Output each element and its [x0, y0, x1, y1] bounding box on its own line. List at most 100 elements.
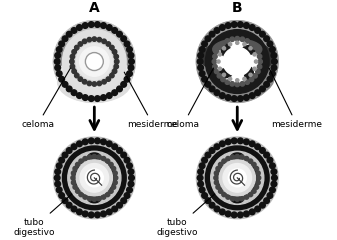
Circle shape [244, 139, 249, 145]
Circle shape [54, 21, 135, 102]
Circle shape [245, 39, 249, 43]
Circle shape [95, 22, 100, 27]
Circle shape [97, 155, 101, 159]
Circle shape [249, 93, 255, 98]
Circle shape [75, 42, 114, 81]
Circle shape [270, 47, 275, 52]
Circle shape [223, 47, 251, 76]
Circle shape [243, 42, 246, 46]
Circle shape [88, 22, 94, 27]
Circle shape [258, 59, 263, 64]
Ellipse shape [237, 172, 245, 184]
Ellipse shape [76, 171, 85, 185]
Circle shape [113, 180, 117, 185]
Circle shape [128, 65, 134, 71]
Circle shape [66, 86, 72, 92]
Circle shape [121, 152, 126, 158]
Circle shape [87, 37, 92, 42]
Circle shape [198, 169, 204, 174]
Circle shape [54, 21, 135, 102]
Circle shape [85, 169, 103, 187]
Circle shape [238, 96, 243, 102]
Circle shape [82, 211, 88, 217]
Circle shape [222, 47, 225, 50]
Circle shape [256, 176, 261, 180]
Ellipse shape [88, 153, 100, 160]
Circle shape [121, 198, 126, 204]
Circle shape [129, 59, 134, 64]
Circle shape [55, 53, 61, 58]
Circle shape [249, 47, 252, 50]
Circle shape [70, 59, 74, 64]
Ellipse shape [201, 40, 274, 75]
Circle shape [74, 73, 79, 78]
Circle shape [62, 82, 68, 87]
Circle shape [213, 54, 217, 59]
Circle shape [253, 45, 257, 49]
Circle shape [249, 42, 254, 46]
Circle shape [219, 160, 255, 196]
Circle shape [71, 206, 77, 212]
Circle shape [254, 185, 258, 189]
Circle shape [249, 77, 254, 82]
Ellipse shape [213, 39, 262, 60]
Circle shape [230, 196, 235, 201]
Ellipse shape [244, 66, 253, 80]
Circle shape [128, 53, 134, 58]
Circle shape [228, 77, 232, 80]
Circle shape [235, 82, 240, 87]
Circle shape [71, 171, 76, 175]
Circle shape [59, 76, 64, 82]
Circle shape [240, 196, 244, 201]
Circle shape [257, 54, 262, 59]
Circle shape [92, 197, 97, 201]
Circle shape [66, 202, 72, 208]
Circle shape [71, 180, 76, 185]
Circle shape [235, 36, 240, 41]
Circle shape [56, 71, 62, 77]
Circle shape [256, 180, 260, 185]
Circle shape [217, 74, 222, 78]
Circle shape [213, 64, 217, 69]
Circle shape [252, 162, 256, 167]
Circle shape [221, 42, 225, 46]
Circle shape [257, 64, 262, 69]
Circle shape [197, 59, 203, 64]
Circle shape [270, 71, 275, 77]
Circle shape [218, 53, 221, 56]
Circle shape [121, 82, 126, 87]
Circle shape [219, 209, 225, 215]
Circle shape [245, 80, 249, 84]
Circle shape [212, 59, 217, 64]
Text: A: A [89, 1, 100, 15]
Circle shape [121, 36, 126, 42]
Circle shape [110, 73, 114, 78]
Circle shape [54, 21, 135, 102]
Circle shape [114, 54, 118, 59]
Circle shape [115, 59, 119, 64]
Circle shape [222, 159, 226, 163]
Circle shape [80, 47, 109, 76]
Circle shape [222, 192, 226, 197]
Circle shape [240, 37, 245, 42]
Circle shape [112, 28, 118, 33]
Circle shape [230, 155, 235, 159]
Circle shape [199, 47, 205, 52]
Circle shape [217, 60, 220, 63]
Circle shape [199, 71, 205, 77]
Circle shape [71, 28, 77, 33]
Circle shape [112, 69, 117, 73]
Circle shape [105, 192, 110, 197]
Ellipse shape [72, 166, 92, 190]
Circle shape [117, 148, 122, 153]
Circle shape [82, 139, 88, 145]
Circle shape [198, 65, 204, 71]
Circle shape [202, 41, 208, 47]
Ellipse shape [58, 53, 131, 102]
Circle shape [232, 22, 237, 27]
Ellipse shape [57, 44, 132, 75]
Circle shape [82, 23, 88, 28]
Circle shape [214, 180, 219, 185]
Circle shape [124, 41, 130, 47]
Circle shape [272, 59, 277, 64]
